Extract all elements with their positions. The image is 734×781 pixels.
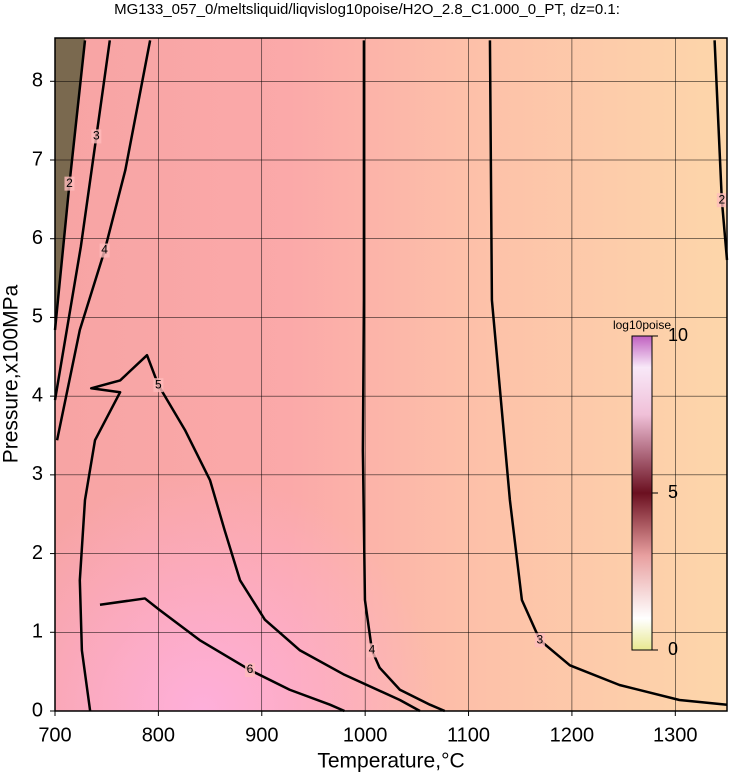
y-tick-label: 3 (32, 463, 43, 485)
x-tick-label: 1200 (550, 724, 595, 746)
chart-title: MG133_057_0/meltsliquid/liqvislog10poise… (114, 1, 620, 18)
x-tick-label: 900 (245, 724, 278, 746)
colorbar-label: log10poise (613, 318, 671, 332)
plot-frame (54, 37, 728, 712)
plot-area (55, 38, 727, 711)
x-tick-label: 1300 (653, 724, 698, 746)
y-tick-label: 7 (32, 148, 43, 170)
y-tick-label: 0 (32, 699, 43, 721)
colorbar-tick-label: 0 (668, 639, 678, 659)
contour-label: 3 (537, 632, 544, 646)
y-tick-label: 5 (32, 306, 43, 328)
x-tick-label: 1100 (447, 724, 490, 746)
contour-label: 5 (155, 377, 162, 391)
y-tick-label: 2 (32, 542, 43, 564)
colorbar (631, 335, 653, 651)
y-axis-label: Pressure,x100MPa (0, 284, 23, 463)
y-tick-label: 6 (32, 227, 43, 249)
contour-label-bg (716, 193, 727, 208)
x-tick-label: 700 (38, 724, 71, 746)
contour-line (53, 40, 112, 401)
contour-label-bg (244, 663, 255, 678)
contour-label: 4 (101, 243, 108, 257)
contour-label-bg (99, 243, 110, 258)
colorbar-tick-label: 5 (668, 482, 678, 502)
contour-line (99, 597, 345, 713)
x-tick-label: 800 (142, 724, 175, 746)
contour-label-bg (366, 643, 377, 658)
y-tick-label: 1 (32, 621, 43, 643)
x-tick-label: 1000 (343, 724, 388, 746)
y-tick-label: 8 (32, 70, 43, 92)
contour-label-bg (153, 378, 164, 393)
contour-label: 6 (247, 662, 254, 676)
contour-label-bg (534, 633, 545, 648)
contour-label: 3 (93, 129, 100, 143)
y-tick-label: 4 (32, 384, 43, 406)
colorbar-tick-label: 10 (668, 325, 688, 345)
x-axis-label: Temperature,°C (317, 750, 464, 773)
contour-label: 2 (718, 192, 725, 206)
contour-label-bg (64, 176, 75, 191)
contour-label: 2 (66, 176, 73, 190)
contour-label: 4 (369, 643, 376, 657)
field-shade (55, 38, 727, 711)
contour-label-bg (91, 129, 102, 144)
